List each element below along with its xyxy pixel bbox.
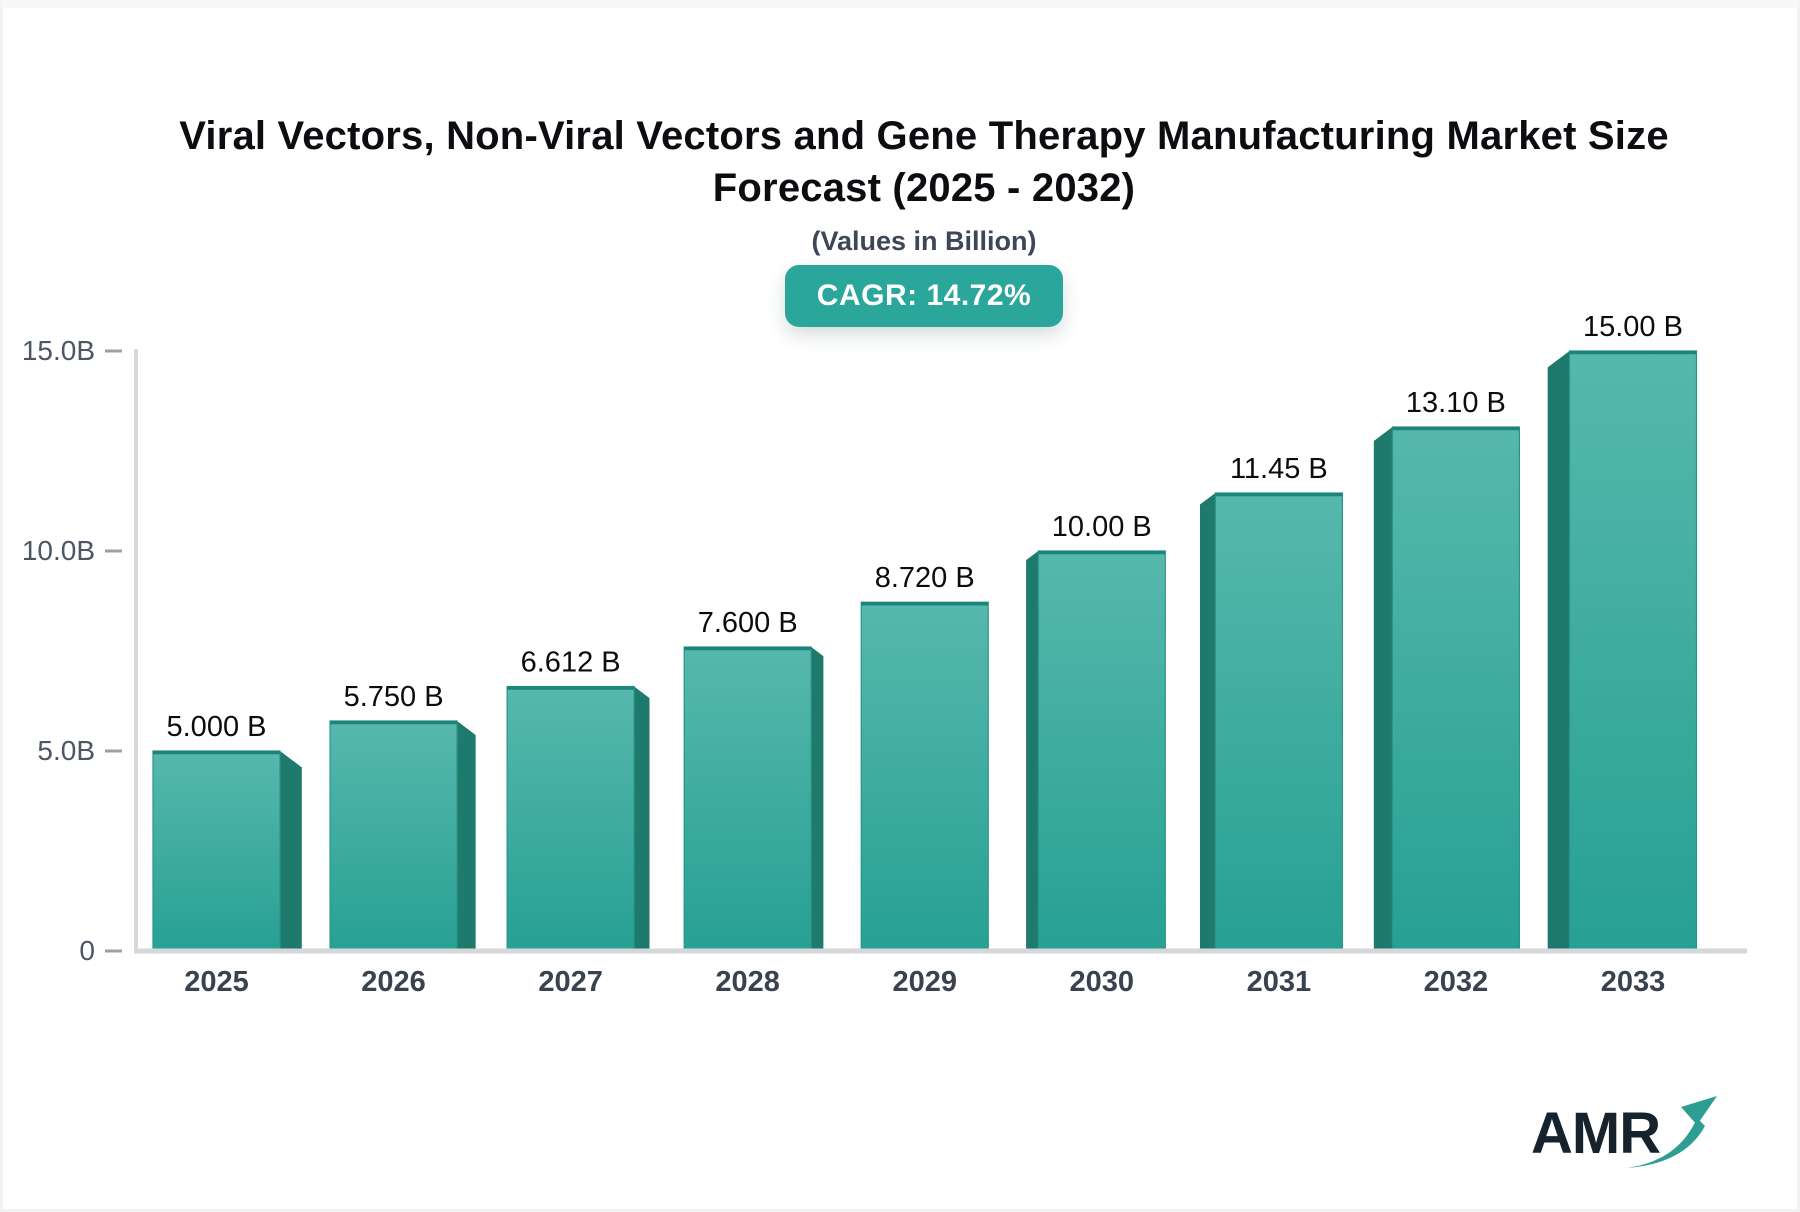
chart-title-line-2: Forecast (2025 - 2032) <box>712 166 1136 210</box>
bar-side-3d <box>1373 427 1393 951</box>
bar-chart: 0 5.0B 10.0B 15.0B 5.000 B 2025 5.750 B 2026 6.6… <box>22 311 1747 998</box>
bar-side-3d <box>1026 551 1039 951</box>
chart-title-line-1: Viral Vectors, Non-Viral Vectors and Gen… <box>179 114 1669 158</box>
bar-value-label: 5.750 B <box>344 681 444 713</box>
bar-value-label: 5.000 B <box>167 711 267 743</box>
bar-value-label: 13.10 B <box>1406 387 1506 419</box>
cagr-badge: CAGR: 14.72% <box>784 265 1064 327</box>
bar-face <box>683 646 812 952</box>
bar-side-3d <box>1547 351 1570 951</box>
bar-value-label: 6.612 B <box>521 647 621 679</box>
bar-face <box>506 685 635 952</box>
growth-arrow-icon <box>1625 1096 1717 1168</box>
chart-header: Viral Vectors, Non-Viral Vectors and Gen… <box>27 110 1797 327</box>
y-tick-label: 5.0B <box>37 735 95 766</box>
bar-value-label: 8.720 B <box>875 562 975 594</box>
x-axis-label: 2029 <box>892 966 957 998</box>
bar-side-3d <box>457 721 476 951</box>
bar-side-3d <box>280 751 302 951</box>
amr-logo: AMR <box>1531 1094 1721 1178</box>
x-axis-label: 2027 <box>538 966 603 998</box>
y-tick-label: 0 <box>79 935 95 966</box>
bar-face <box>329 720 458 952</box>
bar-face <box>1214 492 1343 952</box>
bar-value-label: 15.00 B <box>1583 311 1683 343</box>
bar-face <box>860 601 989 952</box>
bar-side-3d <box>811 647 824 951</box>
x-axis-label: 2025 <box>184 966 249 998</box>
x-axis-label: 2032 <box>1424 966 1489 998</box>
x-axis-label: 2030 <box>1070 966 1135 998</box>
x-axis-label: 2028 <box>715 966 780 998</box>
bar-value-label: 7.600 B <box>698 607 798 639</box>
bar-face <box>152 750 281 952</box>
bar-face <box>1391 426 1521 952</box>
x-axis-label: 2026 <box>361 966 426 998</box>
y-tick-label: 10.0B <box>22 535 95 566</box>
y-tick-label: 15.0B <box>22 335 95 366</box>
x-axis-label: 2031 <box>1247 966 1312 998</box>
bar-side-3d <box>1199 493 1216 951</box>
bar-side-3d <box>634 686 650 951</box>
x-axis-label: 2033 <box>1601 966 1666 998</box>
amr-logo-text: AMR <box>1531 1101 1661 1166</box>
bar-face <box>1037 550 1166 952</box>
bar-value-label: 11.45 B <box>1230 453 1328 485</box>
bar-face <box>1568 350 1698 952</box>
chart-subtitle: (Values in Billion) <box>811 226 1037 256</box>
bar-value-label: 10.00 B <box>1052 511 1152 543</box>
